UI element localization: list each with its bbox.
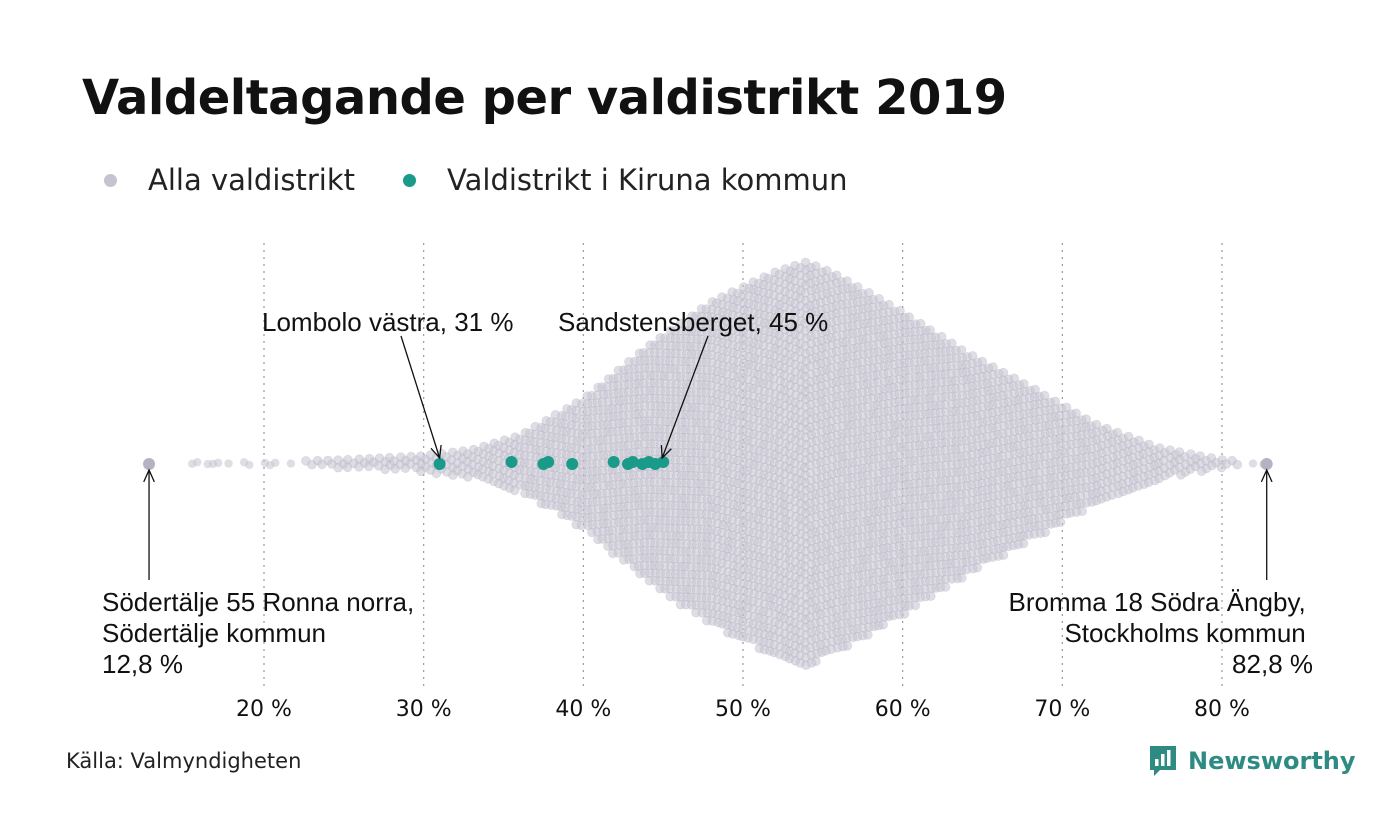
annotation-bromma: Bromma 18 Södra Ängby, Stockholms kommun… [1009,587,1313,679]
legend-item-all: Alla valdistrikt [104,163,355,197]
tick-label-80: 80 % [1194,697,1250,722]
point-min-sodertalje [143,458,156,470]
annotation-sandstensberget: Sandstensberget, 45 % [558,307,828,337]
swarm-point-2671 [878,619,888,630]
legend-label-kiruna: Valdistrikt i Kiruna kommun [447,163,848,197]
swarm-point-3302 [972,562,983,573]
annotation-sodertalje: Södertälje 55 Ronna norra, Södertälje ko… [102,587,421,679]
swarm-point-3122 [940,582,951,592]
legend-dot-kiruna [403,173,417,187]
swarm-point-3431 [998,550,1009,560]
swarm-point-3866 [1248,459,1258,468]
swarm-point-3865 [1232,459,1243,470]
tick-label-30: 30 % [396,697,452,722]
tick-label-50: 50 % [715,697,771,722]
arrow-bromma [1260,468,1273,580]
x-axis-ticks: 20 % 30 % 40 % 50 % 60 % 70 % 80 % [236,697,1250,722]
brand-logo: Newsworthy [1148,744,1356,778]
swarm-point-3649 [1055,517,1066,527]
tick-label-20: 20 % [236,697,292,722]
swarm-point-4 [213,458,223,468]
legend-dot-all [104,173,117,187]
swarm-point-3021 [925,591,936,601]
arrow-lombolo [400,335,442,460]
bar-chart-speech-bubble-icon [1150,746,1176,776]
swarm-point-7 [245,460,254,470]
kiruna-point-4 [566,458,579,470]
legend: Alla valdistrikt Valdistrikt i Kiruna ko… [104,160,896,200]
arrow-sodertalje [143,468,155,580]
annotation-lombolo: Lombolo västra, 31 % [262,307,513,337]
kiruna-point-5 [607,456,620,468]
swarm-point-3705 [1077,506,1087,517]
swarm-point-11 [286,459,296,468]
swarm-point-3599 [1040,527,1051,538]
legend-item-kiruna: Valdistrikt i Kiruna kommun [403,163,848,197]
swarm-point-2054 [811,656,821,667]
swarm-point-2354 [842,640,853,651]
swarm-point-2912 [910,600,921,611]
tick-label-60: 60 % [875,697,931,722]
swarm-point-1 [193,457,202,467]
source-note: Källa: Valmyndigheten [66,749,302,773]
swarm-point-5 [224,459,233,468]
point-max-bromma [1260,458,1273,470]
kiruna-point-3 [542,456,555,468]
swarm-point-129 [509,485,520,496]
brand-name: Newsworthy [1188,747,1356,775]
background-swarm [188,257,1268,670]
swarm-point-2540 [863,629,873,640]
kiruna-point-0 [433,458,446,470]
swarm-point-10 [271,458,280,467]
legend-label-all: Alla valdistrikt [148,163,356,197]
kiruna-point-1 [505,456,518,468]
tick-label-70: 70 % [1034,697,1090,722]
swarm-point-2835 [899,609,910,619]
tick-label-40: 40 % [555,697,611,722]
swarm-point-3216 [957,573,967,583]
chart-title: Valdeltagande per valdistrikt 2019 [82,70,1007,126]
swarm-point-3521 [1018,538,1029,549]
